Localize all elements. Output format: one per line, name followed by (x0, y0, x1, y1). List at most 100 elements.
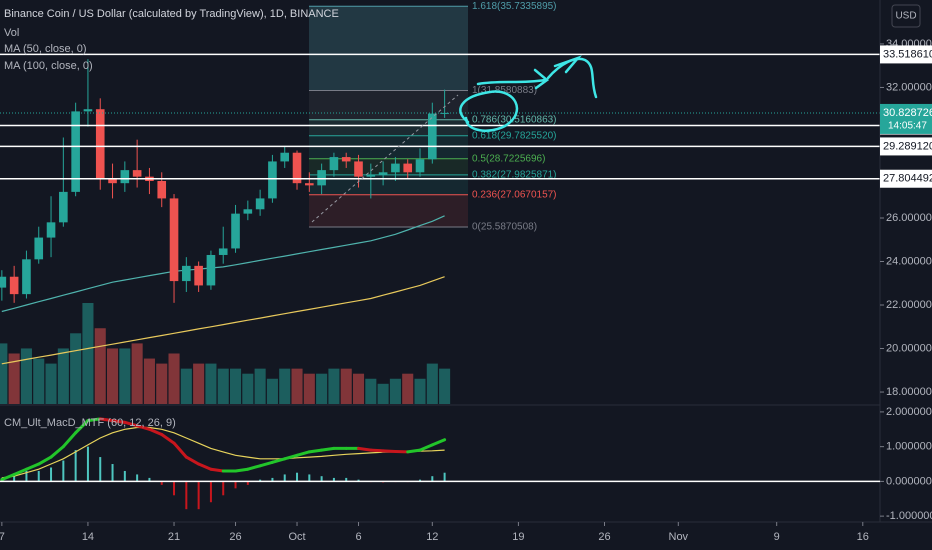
price-label-bg (880, 169, 932, 188)
macd-histogram (185, 481, 188, 510)
volume-bar (365, 378, 377, 404)
candle-body (194, 265, 203, 286)
price-label-bg (880, 137, 932, 156)
volume-bar (205, 363, 217, 404)
macd-line (135, 424, 151, 431)
macd-line (381, 449, 397, 454)
macd-line (418, 443, 434, 452)
candle-body (378, 172, 388, 175)
volume-bar (414, 378, 426, 404)
volume-pane (0, 303, 451, 404)
volume-bar (402, 373, 414, 404)
macd-histogram (197, 481, 200, 510)
macd-histogram (222, 481, 225, 496)
macd-histogram (111, 464, 114, 482)
macd-histogram (209, 481, 212, 503)
macd-histogram (13, 474, 16, 482)
volume-bar (352, 373, 365, 404)
macd-histogram (271, 477, 274, 482)
volume-bar (33, 358, 45, 404)
candle-body (305, 183, 314, 186)
fib-label: 0.5(28.7225696) (472, 153, 545, 164)
fib-band (309, 6, 468, 91)
macd-line (295, 450, 311, 457)
macd-line (160, 432, 176, 445)
macd-histogram (308, 474, 311, 482)
currency-button[interactable] (891, 4, 921, 28)
x-tick-label: Oct (288, 531, 305, 543)
candle-body (255, 198, 265, 210)
candle-body (132, 170, 142, 177)
volume-bar (193, 363, 205, 404)
macd-histogram (246, 481, 249, 485)
arrowhead (553, 55, 582, 74)
volume-bar (180, 368, 192, 404)
macd-histogram (345, 477, 348, 482)
circle-stroke (459, 90, 519, 132)
volume-bar (20, 348, 32, 404)
macd-line (357, 446, 373, 452)
volume-bar (45, 363, 57, 404)
axes: 34.000000032.000000030.000000028.0000000… (0, 38, 932, 543)
fib-label: 0.786(30.5160863) (472, 114, 557, 125)
candle-body (59, 191, 68, 223)
volume-bar (279, 368, 291, 404)
macd-line (24, 462, 41, 471)
candle-body (366, 174, 376, 177)
candle-body (243, 209, 253, 214)
volume-bar (266, 378, 278, 404)
macd-histogram (283, 474, 286, 482)
currency-label[interactable]: USD (895, 11, 916, 22)
macd-histogram (443, 472, 446, 482)
macd-line (61, 431, 78, 449)
macd-line (37, 455, 53, 466)
macd-line (147, 427, 164, 436)
macd-line (0, 472, 16, 482)
price-label: 33.5186100 (883, 48, 932, 60)
macd-line (172, 441, 188, 459)
candle-body (22, 259, 31, 295)
macd-histogram (259, 479, 262, 482)
volume-bar (377, 383, 389, 404)
price-pane (0, 53, 880, 365)
price-label-bg (880, 45, 932, 64)
volume-bar (340, 368, 352, 404)
macd-histogram (296, 472, 299, 482)
arrowhead (533, 68, 550, 90)
candle-body (329, 157, 339, 171)
candle-body (280, 152, 290, 162)
volume-legend: Vol (4, 27, 19, 39)
macd-histogram (148, 477, 151, 482)
candle-body (182, 265, 191, 282)
volume-bar (8, 353, 20, 404)
fib-band (309, 90, 468, 120)
candle-body (218, 248, 228, 255)
candle-body (0, 276, 7, 288)
x-tick-label: 26 (598, 531, 610, 543)
macd-line (307, 448, 324, 454)
volume-bar (119, 348, 131, 404)
volume-bar (426, 363, 438, 404)
moving-average (1, 215, 445, 313)
macd-line (369, 448, 385, 453)
fib-band (309, 158, 468, 175)
volume-bar (156, 363, 168, 404)
fib-band (309, 135, 468, 159)
macd-line (197, 462, 213, 471)
arrow-stroke (476, 78, 547, 86)
macd-line (49, 445, 65, 459)
moving-average (1, 276, 445, 365)
macd-line (111, 419, 127, 424)
fib-label: 1(31.8580883) (472, 85, 537, 96)
volume-bar (217, 368, 229, 404)
x-tick-label: 21 (168, 531, 180, 543)
x-tick-label: 16 (857, 531, 869, 543)
signal-line (1, 426, 445, 479)
x-tick-label: 7 (0, 531, 5, 543)
volume-bar (328, 368, 340, 404)
